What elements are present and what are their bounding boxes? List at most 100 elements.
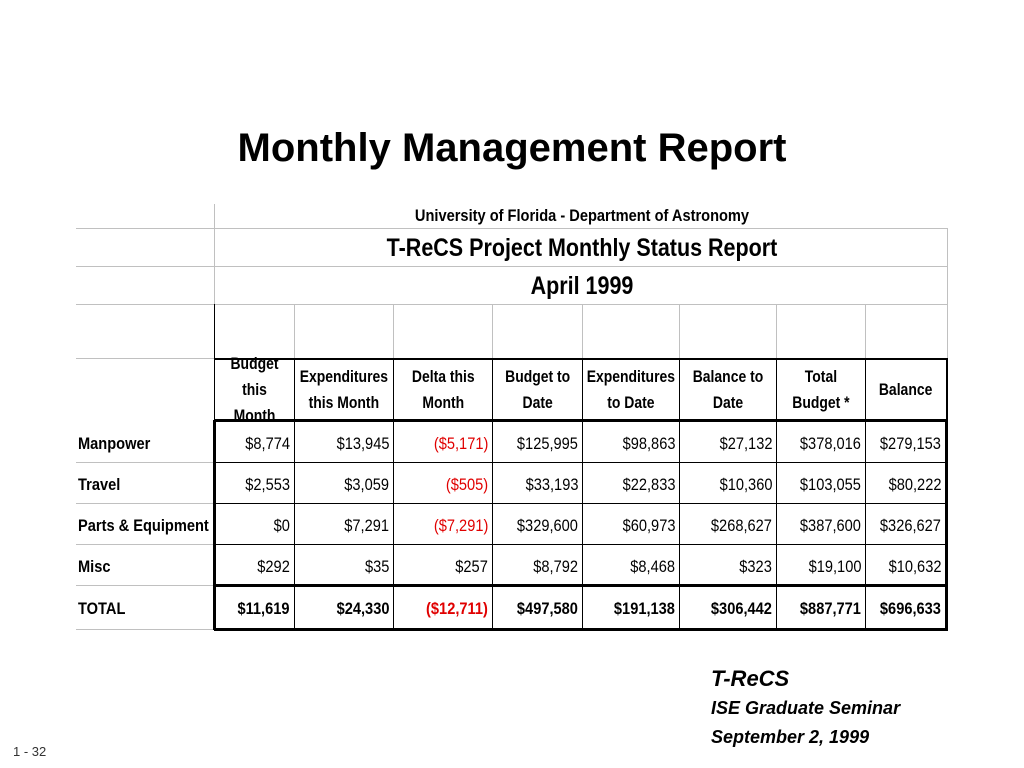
header-border [214, 358, 948, 360]
table-cell: $378,016 [800, 434, 861, 453]
table-cell: $8,792 [533, 557, 578, 576]
data-border [214, 419, 948, 422]
grid-line [776, 304, 777, 360]
grid-line [492, 304, 493, 360]
grid-line [393, 304, 394, 360]
data-border [214, 628, 948, 631]
col-header: Total Budget * [792, 367, 850, 412]
report-title: T-ReCS Project Monthly Status Report [386, 234, 778, 262]
grid-line [76, 304, 948, 305]
table-cell: $103,055 [800, 475, 861, 494]
col-header: Budget this Month [230, 354, 279, 425]
grid-line [214, 204, 215, 360]
table-cell: $329,600 [517, 516, 578, 535]
grid-line [76, 503, 214, 504]
header-border [776, 358, 777, 420]
table-cell: $98,863 [622, 434, 675, 453]
table-cell: $22,833 [622, 475, 675, 494]
table-cell: ($7,291) [433, 516, 488, 535]
table-cell: $323 [739, 557, 772, 576]
table-cell: $191,138 [614, 599, 675, 618]
grid-line [76, 585, 214, 586]
col-header: Delta this Month [411, 367, 475, 412]
header-border [865, 358, 866, 420]
col-border [679, 420, 680, 630]
table-cell: $10,360 [719, 475, 772, 494]
table-cell: $696,633 [880, 599, 941, 618]
col-header: Balance to Date [692, 367, 764, 412]
col-border [492, 420, 493, 630]
col-border [582, 420, 583, 630]
header-border [294, 358, 295, 420]
table-cell: $306,442 [711, 599, 772, 618]
status-report-table: University of Florida - Department of As… [76, 204, 948, 632]
col-header: Expenditures this Month [299, 367, 389, 412]
row-label: TOTAL [78, 599, 126, 618]
table-cell: ($12,711) [426, 599, 488, 618]
header-border [492, 358, 493, 420]
col-header: Balance [879, 380, 933, 399]
table-cell: $497,580 [517, 599, 578, 618]
page-number: 1 - 32 [13, 744, 47, 759]
row-border [214, 544, 948, 545]
table-cell: $0 [273, 516, 290, 535]
table-cell: $19,100 [808, 557, 861, 576]
header-border [582, 358, 583, 420]
table-cell: $125,995 [517, 434, 578, 453]
col-header: Expenditures to Date [586, 367, 676, 412]
report-org: University of Florida - Department of As… [414, 206, 750, 225]
row-label: Travel [78, 475, 121, 494]
grid-line [76, 266, 948, 267]
header-border [946, 358, 948, 420]
table-cell: $10,632 [888, 557, 941, 576]
grid-line [294, 304, 295, 360]
table-cell: $8,774 [245, 434, 290, 453]
row-label: Misc [78, 557, 111, 576]
footer-project: T-ReCS [711, 666, 790, 691]
slide-title: Monthly Management Report [237, 126, 787, 170]
table-cell: $8,468 [630, 557, 675, 576]
table-cell: $7,291 [344, 516, 389, 535]
table-cell: $27,132 [719, 434, 772, 453]
footer-event: ISE Graduate Seminar [711, 698, 901, 718]
report-period: April 1999 [530, 272, 634, 300]
total-border [214, 584, 948, 587]
header-border [393, 358, 394, 420]
table-cell: ($505) [445, 475, 488, 494]
col-border [294, 420, 295, 630]
table-cell: $11,619 [237, 599, 290, 618]
data-border [213, 420, 216, 630]
table-cell: $257 [455, 557, 488, 576]
table-cell: $279,153 [880, 434, 941, 453]
grid-line [947, 228, 948, 360]
table-cell: $387,600 [800, 516, 861, 535]
table-cell: $80,222 [888, 475, 941, 494]
col-border [865, 420, 866, 630]
col-header: Budget to Date [504, 367, 571, 412]
row-border [214, 503, 948, 504]
grid-line [76, 228, 948, 229]
table-cell: $887,771 [800, 599, 861, 618]
table-cell: ($5,171) [433, 434, 488, 453]
row-border [214, 462, 948, 463]
grid-line [865, 304, 866, 360]
table-cell: $33,193 [525, 475, 578, 494]
table-cell: $3,059 [344, 475, 389, 494]
data-border [945, 420, 948, 630]
grid-line [76, 462, 214, 463]
row-label: Manpower [78, 434, 151, 453]
table-cell: $268,627 [711, 516, 772, 535]
grid-line [582, 304, 583, 360]
table-cell: $60,973 [622, 516, 675, 535]
header-border [679, 358, 680, 420]
grid-line [76, 629, 214, 630]
table-cell: $13,945 [336, 434, 389, 453]
col-border [776, 420, 777, 630]
table-cell: $292 [257, 557, 290, 576]
grid-line [679, 304, 680, 360]
table-cell: $326,627 [880, 516, 941, 535]
row-label: Parts & Equipment [78, 516, 209, 535]
grid-line [214, 304, 215, 420]
table-cell: $35 [364, 557, 389, 576]
grid-line [76, 544, 214, 545]
